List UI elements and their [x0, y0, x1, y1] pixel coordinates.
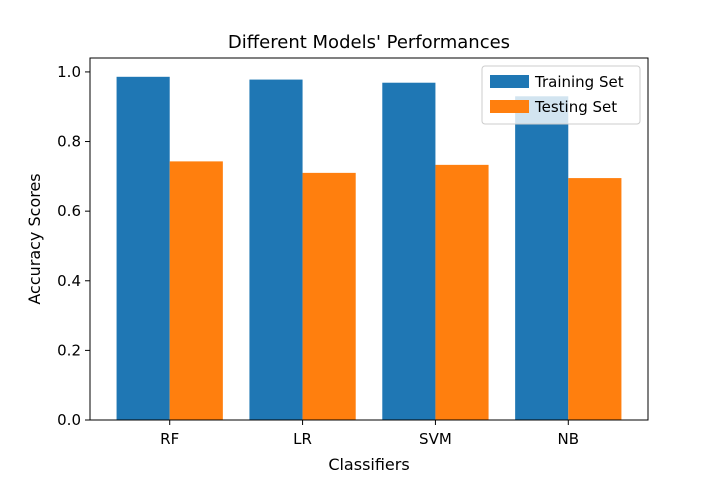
bar-svm-training-set [382, 82, 436, 421]
bar-lr-training-set [249, 79, 303, 420]
y-tick-label: 0.0 [57, 411, 81, 429]
bars-group [116, 76, 622, 421]
x-tick-label: SVM [419, 430, 452, 448]
x-axis-label: Classifiers [328, 455, 409, 474]
y-tick-label: 0.6 [57, 202, 81, 220]
y-tick-label: 0.8 [57, 133, 81, 151]
legend-swatch-testing-set [490, 100, 529, 113]
y-tick-label: 1.0 [57, 63, 81, 81]
y-tick-label: 0.4 [57, 272, 81, 290]
legend-swatch-training-set [490, 75, 529, 88]
x-tick-label: LR [293, 430, 312, 448]
bar-lr-testing-set [302, 172, 356, 420]
bar-nb-training-set [515, 96, 569, 420]
bar-rf-training-set [116, 76, 170, 421]
legend-label: Testing Set [534, 98, 617, 116]
x-tick-label: RF [160, 430, 179, 448]
bar-rf-testing-set [169, 161, 223, 420]
legend-label: Training Set [534, 73, 624, 91]
x-axis-ticks: RF LR SVM NB [160, 420, 579, 448]
legend: Training Set Testing Set [481, 65, 641, 125]
bar-nb-testing-set [568, 178, 622, 420]
chart-title: Different Models' Performances [228, 32, 510, 53]
y-tick-label: 0.2 [57, 341, 81, 359]
plot-frame [89, 57, 649, 421]
y-axis-label: Accuracy Scores [25, 173, 44, 304]
bar-svm-testing-set [435, 164, 489, 420]
x-tick-label: NB [558, 430, 580, 448]
y-axis-ticks: 0.0 0.2 0.4 0.6 0.8 1.0 [57, 63, 90, 429]
